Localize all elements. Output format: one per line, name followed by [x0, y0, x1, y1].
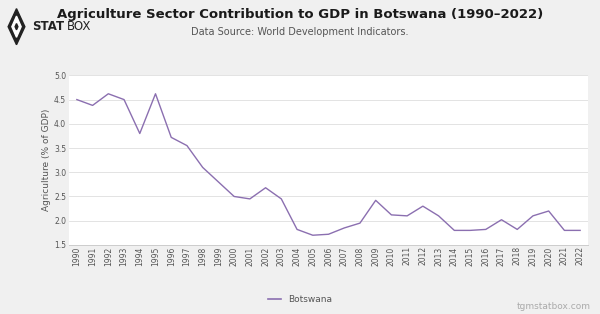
Text: tgmstatbox.com: tgmstatbox.com: [517, 302, 591, 311]
Polygon shape: [8, 9, 25, 45]
Text: Agriculture Sector Contribution to GDP in Botswana (1990–2022): Agriculture Sector Contribution to GDP i…: [57, 8, 543, 21]
Text: STAT: STAT: [32, 20, 64, 33]
Polygon shape: [15, 24, 18, 30]
Text: BOX: BOX: [67, 20, 91, 33]
Y-axis label: Agriculture (% of GDP): Agriculture (% of GDP): [43, 109, 52, 211]
Text: Data Source: World Development Indicators.: Data Source: World Development Indicator…: [191, 27, 409, 37]
Polygon shape: [12, 16, 21, 37]
Legend: Botswana: Botswana: [264, 292, 336, 308]
